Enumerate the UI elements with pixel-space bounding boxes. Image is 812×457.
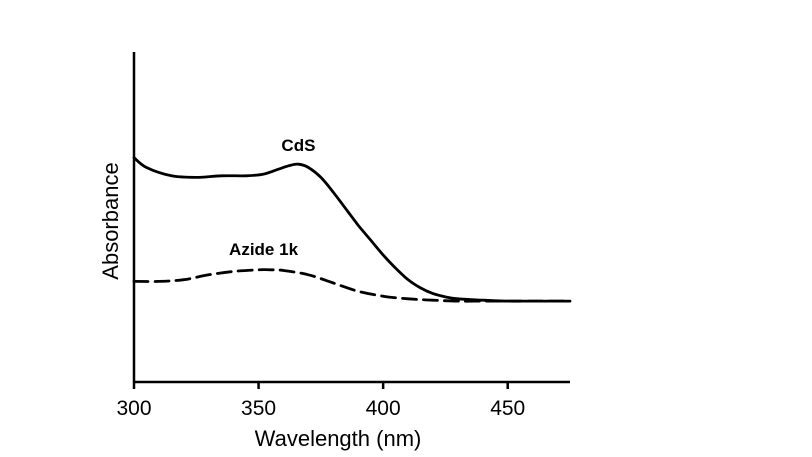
x-tick-label: 300 [116,397,151,420]
x-tick-label: 350 [241,397,276,420]
y-axis-title: Absorbance [98,162,123,279]
axes [132,52,570,384]
label-azide-1k: Azide 1k [229,240,299,259]
x-tick-label: 400 [366,397,401,420]
series-line-azide-1k [132,268,572,303]
label-cds: CdS [281,136,315,155]
x-ticks: 300 350 400 450 [116,382,525,420]
annotations: CdS Azide 1k [229,136,315,259]
series-group [132,156,572,303]
series-line-cds [132,156,572,303]
x-tick-label: 450 [490,397,525,420]
x-axis-title: Wavelength (nm) [255,426,422,451]
